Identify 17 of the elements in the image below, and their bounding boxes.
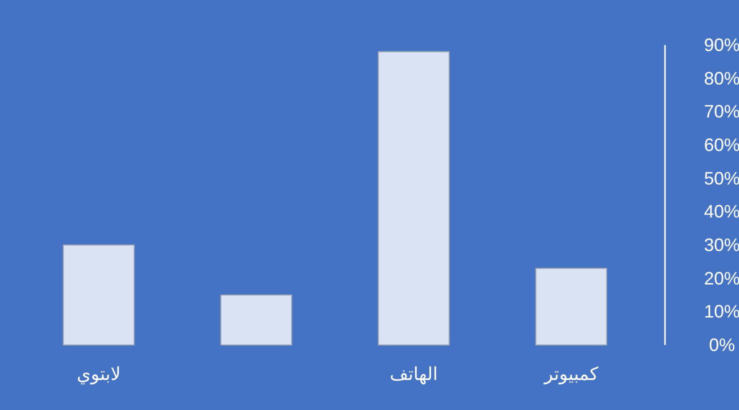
bar: [378, 51, 450, 346]
y-tick-label: 30%: [704, 235, 739, 255]
x-tick-label: الهاتف: [390, 364, 438, 385]
x-tick-label: لابتوي: [76, 364, 121, 385]
y-tick-label: 10%: [704, 302, 739, 322]
y-tick-label: 70%: [704, 102, 739, 122]
x-tick-label: كمبيوتر: [543, 364, 599, 385]
y-tick-label: 60%: [704, 135, 739, 155]
y-tick-label: 50%: [704, 168, 739, 188]
y-tick-label: 90%: [704, 35, 739, 55]
bar: [62, 244, 135, 346]
bar: [535, 268, 608, 346]
y-tick-label: 0%: [708, 335, 736, 355]
y-tick-label: 80%: [704, 68, 739, 88]
y-tick-label: 40%: [704, 202, 739, 222]
y-tick-label: 20%: [704, 268, 739, 288]
bar: [220, 294, 292, 346]
